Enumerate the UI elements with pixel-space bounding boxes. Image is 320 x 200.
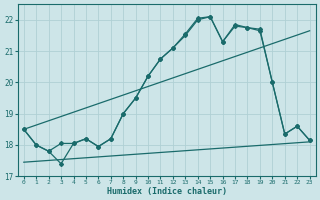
X-axis label: Humidex (Indice chaleur): Humidex (Indice chaleur): [107, 187, 227, 196]
